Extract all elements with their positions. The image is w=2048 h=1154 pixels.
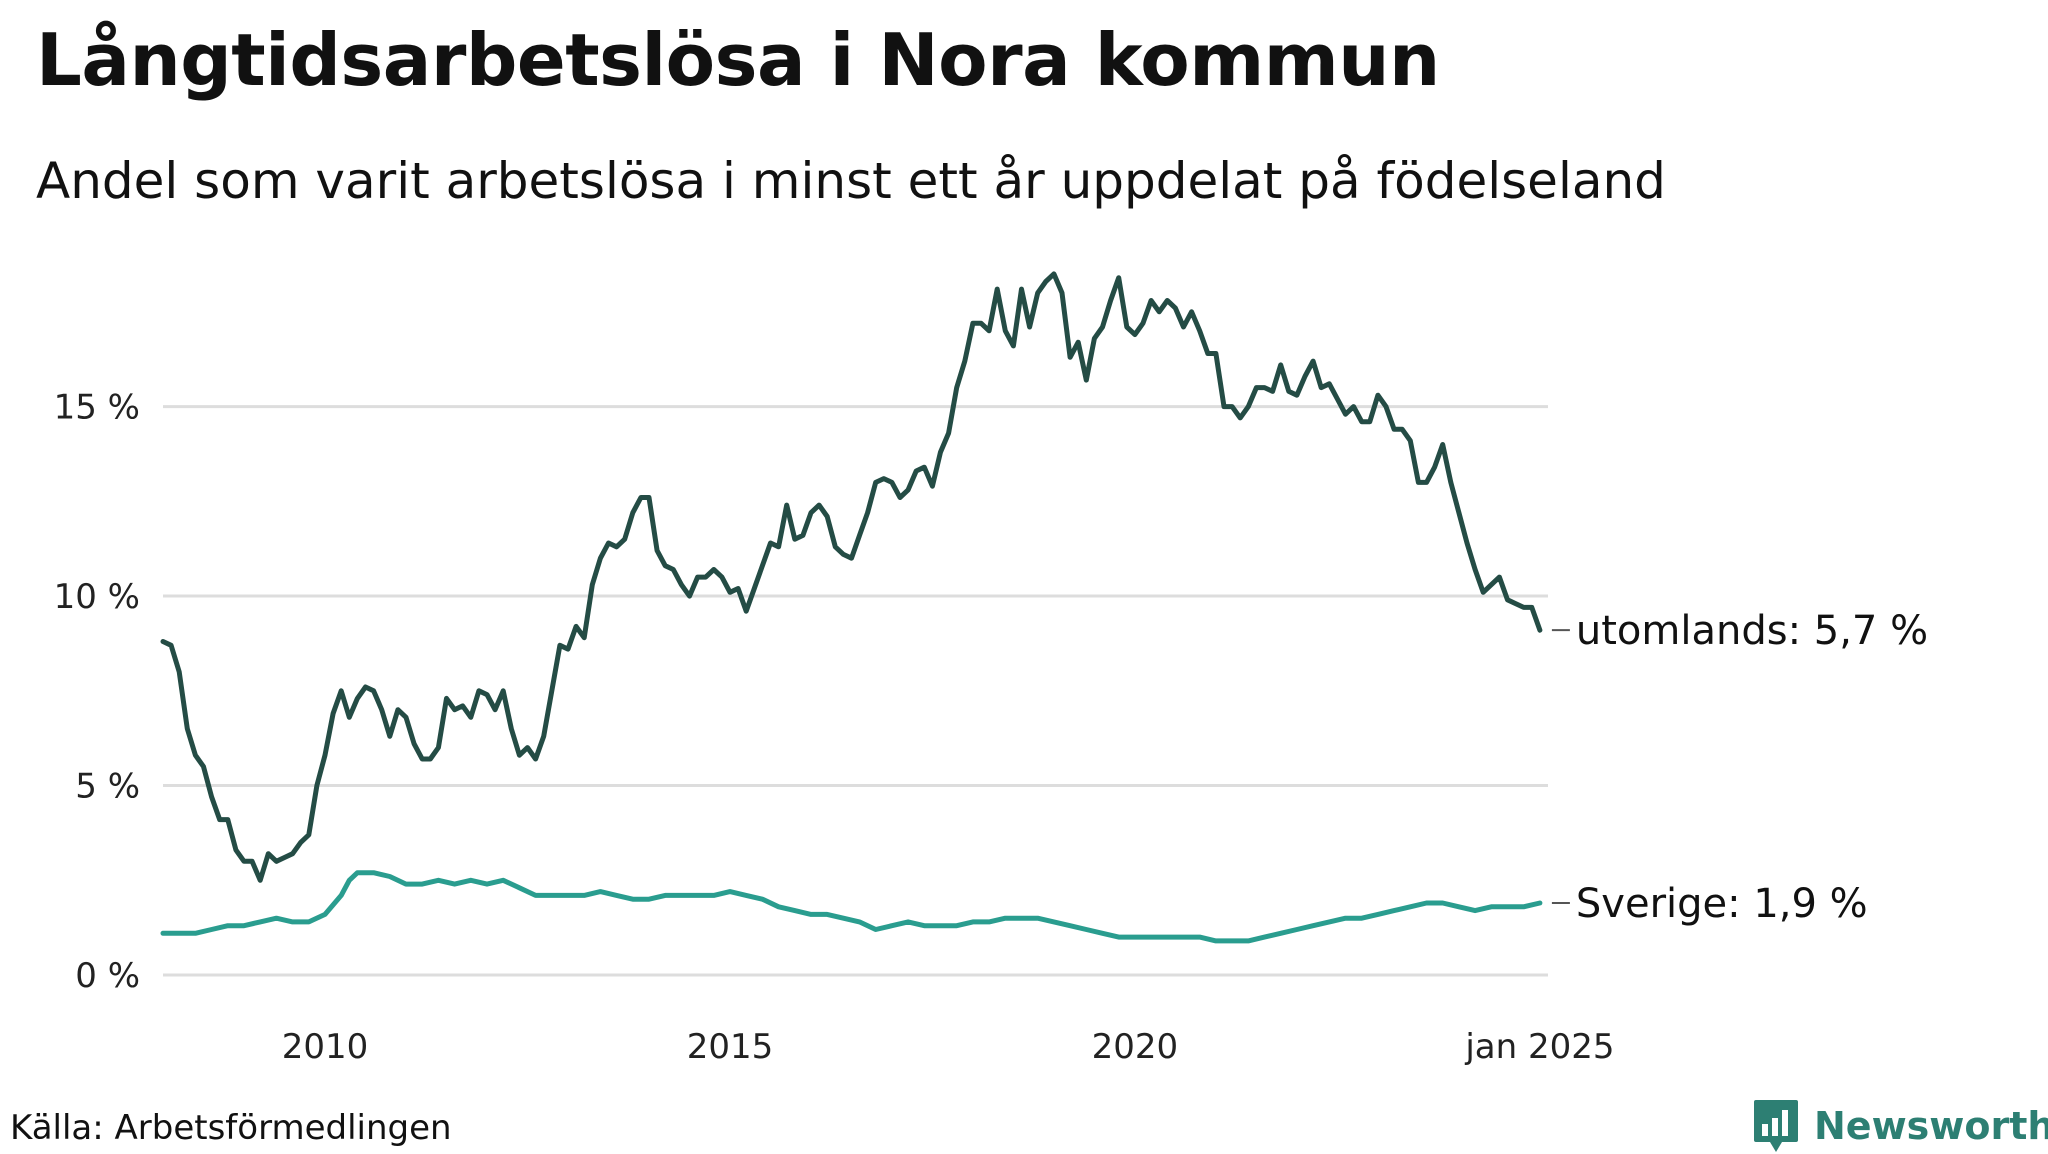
y-tick-label: 5 %	[75, 767, 140, 807]
end-label-utomlands: utomlands: 5,7 %	[1576, 608, 1928, 654]
x-tick-label: 2015	[687, 1027, 774, 1067]
x-tick-label: 2020	[1092, 1027, 1179, 1067]
y-tick-label: 15 %	[54, 388, 140, 428]
x-tick-label: jan 2025	[1464, 1027, 1614, 1067]
source-note: Källa: Arbetsförmedlingen	[10, 1108, 452, 1148]
chart-subtitle: Andel som varit arbetslösa i minst ett å…	[36, 152, 1666, 210]
x-axis: 2010 2015 2020 jan 2025	[282, 1027, 1615, 1067]
end-label-sverige: Sverige: 1,9 %	[1576, 881, 1868, 927]
series-lines	[160, 271, 1543, 944]
newsworthy-icon	[1754, 1100, 1798, 1152]
y-axis: 0 % 5 % 10 % 15 %	[54, 388, 140, 996]
end-labels: utomlands: 5,7 % Sverige: 1,9 %	[1551, 608, 1928, 927]
y-tick-label: 10 %	[54, 577, 140, 617]
x-tick-label: 2010	[282, 1027, 369, 1067]
y-tick-label: 0 %	[75, 956, 140, 996]
brand-logo[interactable]: Newsworthy	[1752, 1098, 2048, 1154]
brand-name: Newsworthy	[1814, 1104, 2048, 1148]
series-line-sverige	[160, 870, 1543, 944]
chart-title: Långtidsarbetslösa i Nora kommun	[36, 18, 1440, 102]
series-line-utomlands	[160, 271, 1543, 883]
gridlines	[163, 405, 1548, 977]
